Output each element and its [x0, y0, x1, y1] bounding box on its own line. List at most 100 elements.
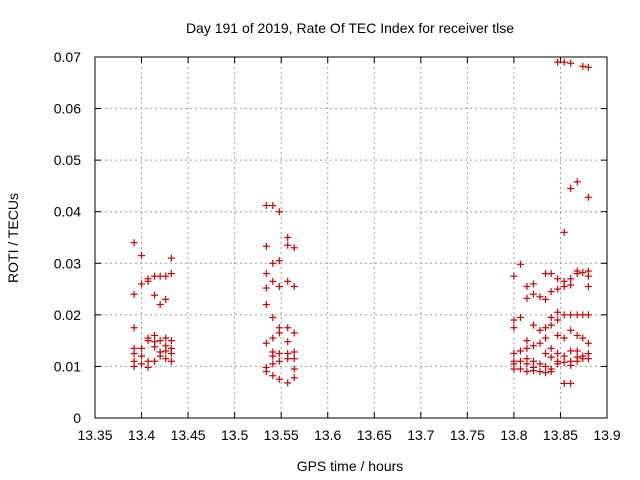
data-point-marker [547, 321, 555, 329]
y-tick-label: 0.05 [54, 152, 81, 168]
data-point-marker [579, 62, 587, 70]
data-point-marker [144, 337, 152, 345]
data-point-marker [567, 326, 575, 334]
data-point-marker [516, 313, 524, 321]
data-point-marker [269, 202, 277, 210]
x-tick-label: 13.4 [128, 427, 155, 443]
data-point-marker [523, 368, 531, 376]
data-point-marker [510, 350, 518, 358]
data-point-marker [523, 282, 531, 290]
data-point-marker [584, 311, 592, 319]
data-point-marker [290, 348, 298, 356]
data-point-marker [584, 193, 592, 201]
data-point-marker [151, 291, 159, 299]
data-point-marker [275, 329, 283, 337]
data-point-marker [167, 270, 175, 278]
data-point-marker [151, 331, 159, 339]
data-point-marker [542, 362, 550, 370]
x-axis-ticks: 13.35 13.4 13.45 13.5 13.55 13.6 13.65 13.7 13.7… [77, 57, 621, 443]
data-point-marker [130, 324, 138, 332]
data-point-marker [275, 375, 283, 383]
data-point-marker [262, 270, 270, 278]
x-tick-label: 13.8 [500, 427, 527, 443]
data-point-marker [269, 334, 277, 342]
data-point-marker [516, 365, 524, 373]
data-point-marker [547, 344, 555, 352]
data-point-marker [560, 334, 568, 342]
data-point-marker [567, 311, 575, 319]
data-point-marker [567, 281, 575, 289]
y-tick-label: 0.03 [54, 255, 81, 271]
data-point-marker [547, 368, 555, 376]
data-point-marker [542, 369, 550, 377]
data-point-marker [554, 285, 562, 293]
data-point-marker [162, 355, 170, 363]
data-point-marker [138, 360, 146, 368]
data-point-marker [284, 241, 292, 249]
data-point-marker [167, 350, 175, 358]
data-point-marker [284, 234, 292, 241]
data-point-marker [262, 284, 270, 292]
data-point-marker [144, 363, 152, 371]
data-point-marker [560, 358, 568, 366]
data-point-marker [516, 347, 524, 355]
data-point-marker [144, 357, 152, 365]
data-point-marker [579, 269, 587, 277]
data-point-marker [510, 272, 518, 280]
data-point-marker [529, 321, 537, 329]
data-point-marker [130, 239, 138, 247]
data-point-marker [167, 357, 175, 365]
data-point-marker [130, 290, 138, 298]
y-axis-label: ROTI / TECUs [5, 193, 21, 283]
data-point-marker [547, 288, 555, 296]
y-tick-label: 0 [73, 410, 81, 426]
plot-frame [94, 56, 608, 419]
data-point-marker [542, 295, 550, 303]
data-point-marker [567, 361, 575, 369]
data-point-marker [138, 280, 146, 288]
data-point-marker [262, 301, 270, 309]
data-point-marker [156, 301, 164, 309]
data-point-marker [162, 295, 170, 303]
chart-title: Day 191 of 2019, Rate Of TEC Index for r… [186, 20, 514, 36]
data-point-marker [584, 63, 592, 71]
data-point-marker [573, 357, 581, 365]
data-point-marker [573, 178, 581, 186]
x-tick-label: 13.75 [450, 427, 485, 443]
data-point-marker [269, 277, 277, 285]
data-point-marker [560, 379, 568, 387]
data-point-marker [290, 355, 298, 363]
data-point-marker [290, 244, 298, 252]
data-point-marker [567, 347, 575, 355]
x-tick-label: 13.65 [357, 427, 392, 443]
data-point-marker [284, 324, 292, 332]
data-point-marker [573, 347, 581, 355]
data-point-marker [536, 360, 544, 368]
x-tick-label: 13.45 [171, 427, 206, 443]
data-point-marker [144, 277, 152, 285]
data-point-marker [554, 316, 562, 324]
data-point-marker [269, 313, 277, 321]
data-point-marker [130, 362, 138, 370]
x-tick-label: 13.35 [77, 427, 112, 443]
data-point-marker [262, 242, 270, 250]
data-point-marker [290, 282, 298, 290]
data-point-marker [523, 337, 531, 345]
data-point-marker [536, 293, 544, 301]
data-point-marker [510, 324, 518, 332]
data-point-marker [536, 339, 544, 347]
data-point-marker [284, 355, 292, 363]
x-tick-label: 13.85 [543, 427, 578, 443]
data-point-marker [284, 277, 292, 285]
y-tick-label: 0.07 [54, 49, 81, 65]
y-tick-label: 0.01 [54, 358, 81, 374]
data-point-marker [554, 308, 562, 316]
data-point-marker [567, 379, 575, 387]
data-point-marker [290, 365, 298, 373]
data-point-marker [554, 350, 562, 358]
x-tick-label: 13.6 [314, 427, 341, 443]
data-point-marker [510, 316, 518, 324]
data-point-marker [290, 374, 298, 382]
data-point-marker [560, 228, 568, 236]
